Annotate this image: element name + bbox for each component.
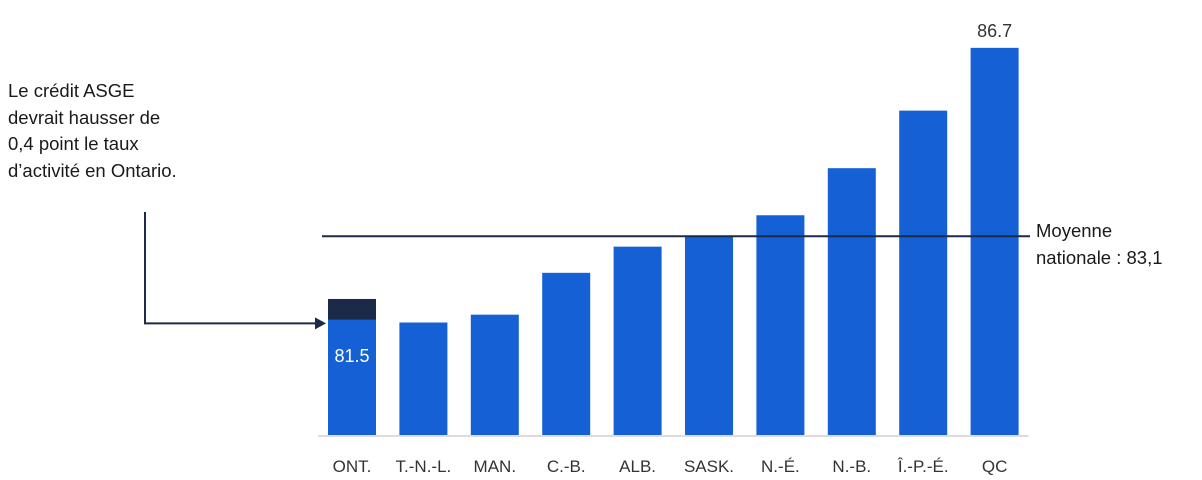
- bar-5: [685, 236, 733, 435]
- bar-0: [328, 319, 376, 435]
- increment-segment: [328, 298, 376, 320]
- category-label-8: Î.-P.-É.: [897, 457, 949, 476]
- category-label-6: N.-É.: [761, 457, 800, 476]
- bar-7: [827, 168, 876, 435]
- category-label-1: T.-N.-L.: [396, 457, 452, 476]
- category-label-9: QC: [982, 457, 1008, 476]
- bars-layer: [328, 47, 1019, 435]
- ontario-annotation: Le crédit ASGE devrait hausser de 0,4 po…: [8, 80, 177, 181]
- bar-1: [399, 322, 448, 435]
- bar-3: [542, 272, 591, 435]
- category-label-5: SASK.: [684, 457, 734, 476]
- bar-4: [613, 246, 662, 435]
- annotation-arrow-head: [315, 317, 326, 330]
- bar-8: [899, 110, 948, 435]
- bar-2: [470, 314, 519, 435]
- bar-6: [756, 215, 805, 435]
- value-label-9: 86.7: [977, 21, 1012, 41]
- value-label-0: 81.5: [334, 346, 369, 366]
- national-average-label: Moyenne nationale : 83,1: [1036, 220, 1163, 268]
- labels-layer: ONT. T.-N.-L. MAN. C.-B. ALB. SASK. N.-É. N.-B.…: [333, 21, 1012, 476]
- category-label-7: N.-B.: [832, 457, 871, 476]
- category-label-4: ALB.: [619, 457, 656, 476]
- category-label-0: ONT.: [333, 457, 372, 476]
- category-label-2: MAN.: [474, 457, 517, 476]
- annotation-arrow: [144, 212, 316, 325]
- bar-9: [970, 47, 1019, 435]
- category-label-3: C.-B.: [547, 457, 586, 476]
